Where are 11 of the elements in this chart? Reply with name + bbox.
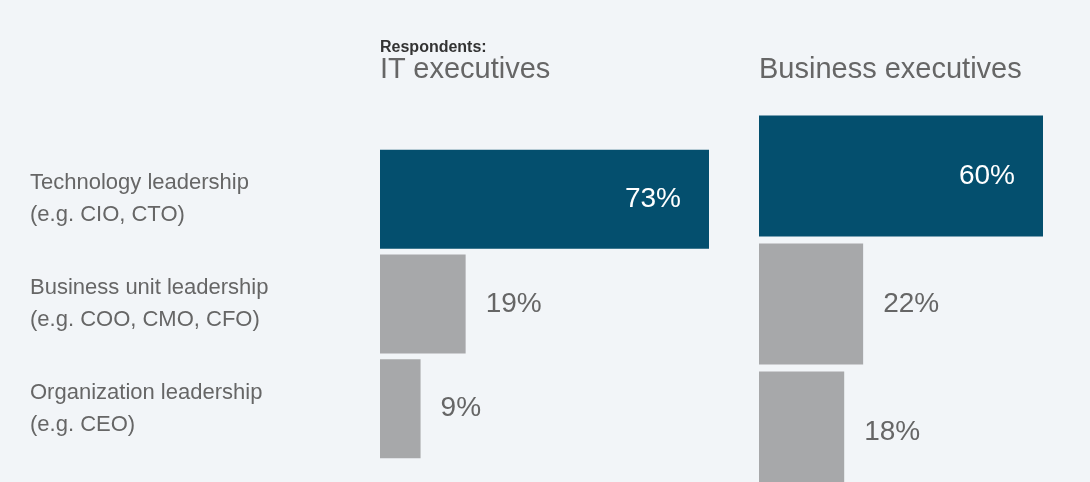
y-tick-label: Technology leadership (e.g. CIO, CTO) — [30, 169, 249, 227]
text: Respondents: — [380, 38, 487, 56]
data-label: 22% — [883, 286, 940, 318]
data-label: 73% — [624, 181, 681, 213]
data-label: 18% — [864, 414, 921, 446]
y-tick-label: Business unit leadership (e.g. COO, CMO, CFO) — [30, 274, 269, 332]
data-label: 9% — [440, 391, 482, 423]
data-label: 60% — [958, 158, 1015, 190]
y-tick-label: Organization leadership (e.g. CEO) — [30, 378, 263, 436]
data-label: 19% — [485, 286, 542, 318]
chart-title: Business executives — [759, 52, 1022, 85]
